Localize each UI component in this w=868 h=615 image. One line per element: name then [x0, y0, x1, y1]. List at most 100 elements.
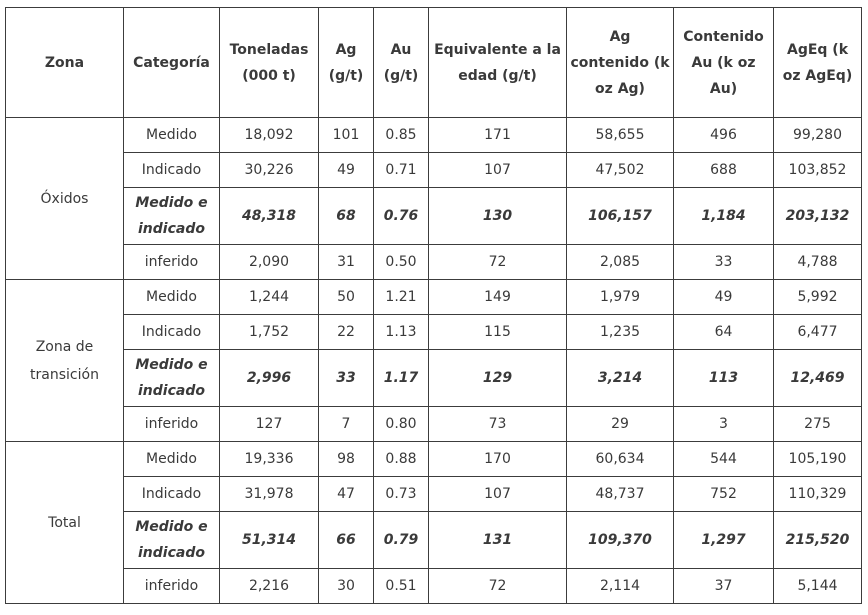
category-cell: Medido e indicado	[123, 349, 220, 407]
category-cell: Medido	[123, 441, 220, 477]
value-cell: 4,788	[773, 244, 862, 280]
value-cell: 22	[318, 314, 374, 350]
header-equivalente: Equivalente a la edad (g/t)	[428, 7, 567, 118]
value-cell: 58,655	[566, 117, 674, 153]
value-cell: 170	[428, 441, 567, 477]
value-cell: 107	[428, 152, 567, 188]
header-row: Zona Categoría Toneladas (000 t) Ag (g/t…	[5, 7, 862, 118]
category-cell: Medido	[123, 279, 220, 315]
table-body: Óxidos Medido 18,092 101 0.85 171 58,655 496 99,…	[5, 117, 862, 604]
value-cell: 30	[318, 568, 374, 604]
value-cell: 103,852	[773, 152, 862, 188]
value-cell: 107	[428, 476, 567, 512]
value-cell: 0.50	[373, 244, 429, 280]
value-cell: 1.13	[373, 314, 429, 350]
value-cell: 72	[428, 568, 567, 604]
category-cell: Medido e indicado	[123, 187, 220, 245]
value-cell: 2,216	[219, 568, 319, 604]
header-au: Au (g/t)	[373, 7, 429, 118]
resource-table-container: Zona Categoría Toneladas (000 t) Ag (g/t…	[5, 7, 862, 604]
header-categoria: Categoría	[123, 7, 220, 118]
value-cell: 544	[673, 441, 774, 477]
zone-oxidos: Óxidos	[5, 117, 124, 280]
value-cell: 0.80	[373, 406, 429, 442]
value-cell: 113	[673, 349, 774, 407]
value-cell: 1,244	[219, 279, 319, 315]
header-zona: Zona	[5, 7, 124, 118]
value-cell: 47	[318, 476, 374, 512]
value-cell: 72	[428, 244, 567, 280]
value-cell: 127	[219, 406, 319, 442]
value-cell: 171	[428, 117, 567, 153]
value-cell: 49	[318, 152, 374, 188]
value-cell: 2,114	[566, 568, 674, 604]
value-cell: 12,469	[773, 349, 862, 407]
value-cell: 66	[318, 511, 374, 569]
value-cell: 1,979	[566, 279, 674, 315]
value-cell: 98	[318, 441, 374, 477]
value-cell: 3,214	[566, 349, 674, 407]
header-ag: Ag (g/t)	[318, 7, 374, 118]
value-cell: 50	[318, 279, 374, 315]
value-cell: 110,329	[773, 476, 862, 512]
value-cell: 68	[318, 187, 374, 245]
header-ag-contenido: Ag contenido (k oz Ag)	[566, 7, 674, 118]
zone-total: Total	[5, 441, 124, 604]
value-cell: 1,297	[673, 511, 774, 569]
value-cell: 48,318	[219, 187, 319, 245]
table-row: inferido 2,090 31 0.50 72 2,085 33 4,788	[6, 244, 862, 280]
value-cell: 19,336	[219, 441, 319, 477]
value-cell: 1.17	[373, 349, 429, 407]
value-cell: 0.76	[373, 187, 429, 245]
header-contenido-au: Contenido Au (k oz Au)	[673, 7, 774, 118]
value-cell: 2,090	[219, 244, 319, 280]
value-cell: 105,190	[773, 441, 862, 477]
category-cell: Medido	[123, 117, 220, 153]
value-cell: 73	[428, 406, 567, 442]
category-cell: Indicado	[123, 476, 220, 512]
value-cell: 106,157	[566, 187, 674, 245]
table-row: Medido e indicado 51,314 66 0.79 131 109,370 1…	[6, 511, 862, 569]
value-cell: 29	[566, 406, 674, 442]
value-cell: 215,520	[773, 511, 862, 569]
category-cell: inferido	[123, 568, 220, 604]
value-cell: 752	[673, 476, 774, 512]
header-toneladas: Toneladas (000 t)	[219, 7, 319, 118]
value-cell: 1,184	[673, 187, 774, 245]
value-cell: 1.21	[373, 279, 429, 315]
zone-transicion: Zona de transición	[5, 279, 124, 442]
value-cell: 18,092	[219, 117, 319, 153]
value-cell: 130	[428, 187, 567, 245]
value-cell: 109,370	[566, 511, 674, 569]
value-cell: 64	[673, 314, 774, 350]
table-row: inferido 2,216 30 0.51 72 2,114 37 5,144	[6, 568, 862, 604]
value-cell: 6,477	[773, 314, 862, 350]
header-ageq: AgEq (k oz AgEq)	[773, 7, 862, 118]
table-row: Medido e indicado 48,318 68 0.76 130 106,157 1…	[6, 187, 862, 245]
table-row: Indicado 30,226 49 0.71 107 47,502 688 103,852	[6, 152, 862, 188]
value-cell: 496	[673, 117, 774, 153]
value-cell: 47,502	[566, 152, 674, 188]
value-cell: 31	[318, 244, 374, 280]
value-cell: 37	[673, 568, 774, 604]
value-cell: 0.88	[373, 441, 429, 477]
value-cell: 31,978	[219, 476, 319, 512]
value-cell: 115	[428, 314, 567, 350]
value-cell: 5,144	[773, 568, 862, 604]
value-cell: 0.51	[373, 568, 429, 604]
value-cell: 149	[428, 279, 567, 315]
value-cell: 33	[673, 244, 774, 280]
category-cell: Medido e indicado	[123, 511, 220, 569]
category-cell: Indicado	[123, 152, 220, 188]
category-cell: inferido	[123, 406, 220, 442]
value-cell: 30,226	[219, 152, 319, 188]
value-cell: 60,634	[566, 441, 674, 477]
category-cell: inferido	[123, 244, 220, 280]
value-cell: 2,996	[219, 349, 319, 407]
table-row: Óxidos Medido 18,092 101 0.85 171 58,655 496 99,…	[5, 117, 862, 280]
value-cell: 1,752	[219, 314, 319, 350]
value-cell: 51,314	[219, 511, 319, 569]
value-cell: 203,132	[773, 187, 862, 245]
table-row: Indicado 1,752 22 1.13 115 1,235 64 6,477	[6, 314, 862, 350]
value-cell: 0.73	[373, 476, 429, 512]
